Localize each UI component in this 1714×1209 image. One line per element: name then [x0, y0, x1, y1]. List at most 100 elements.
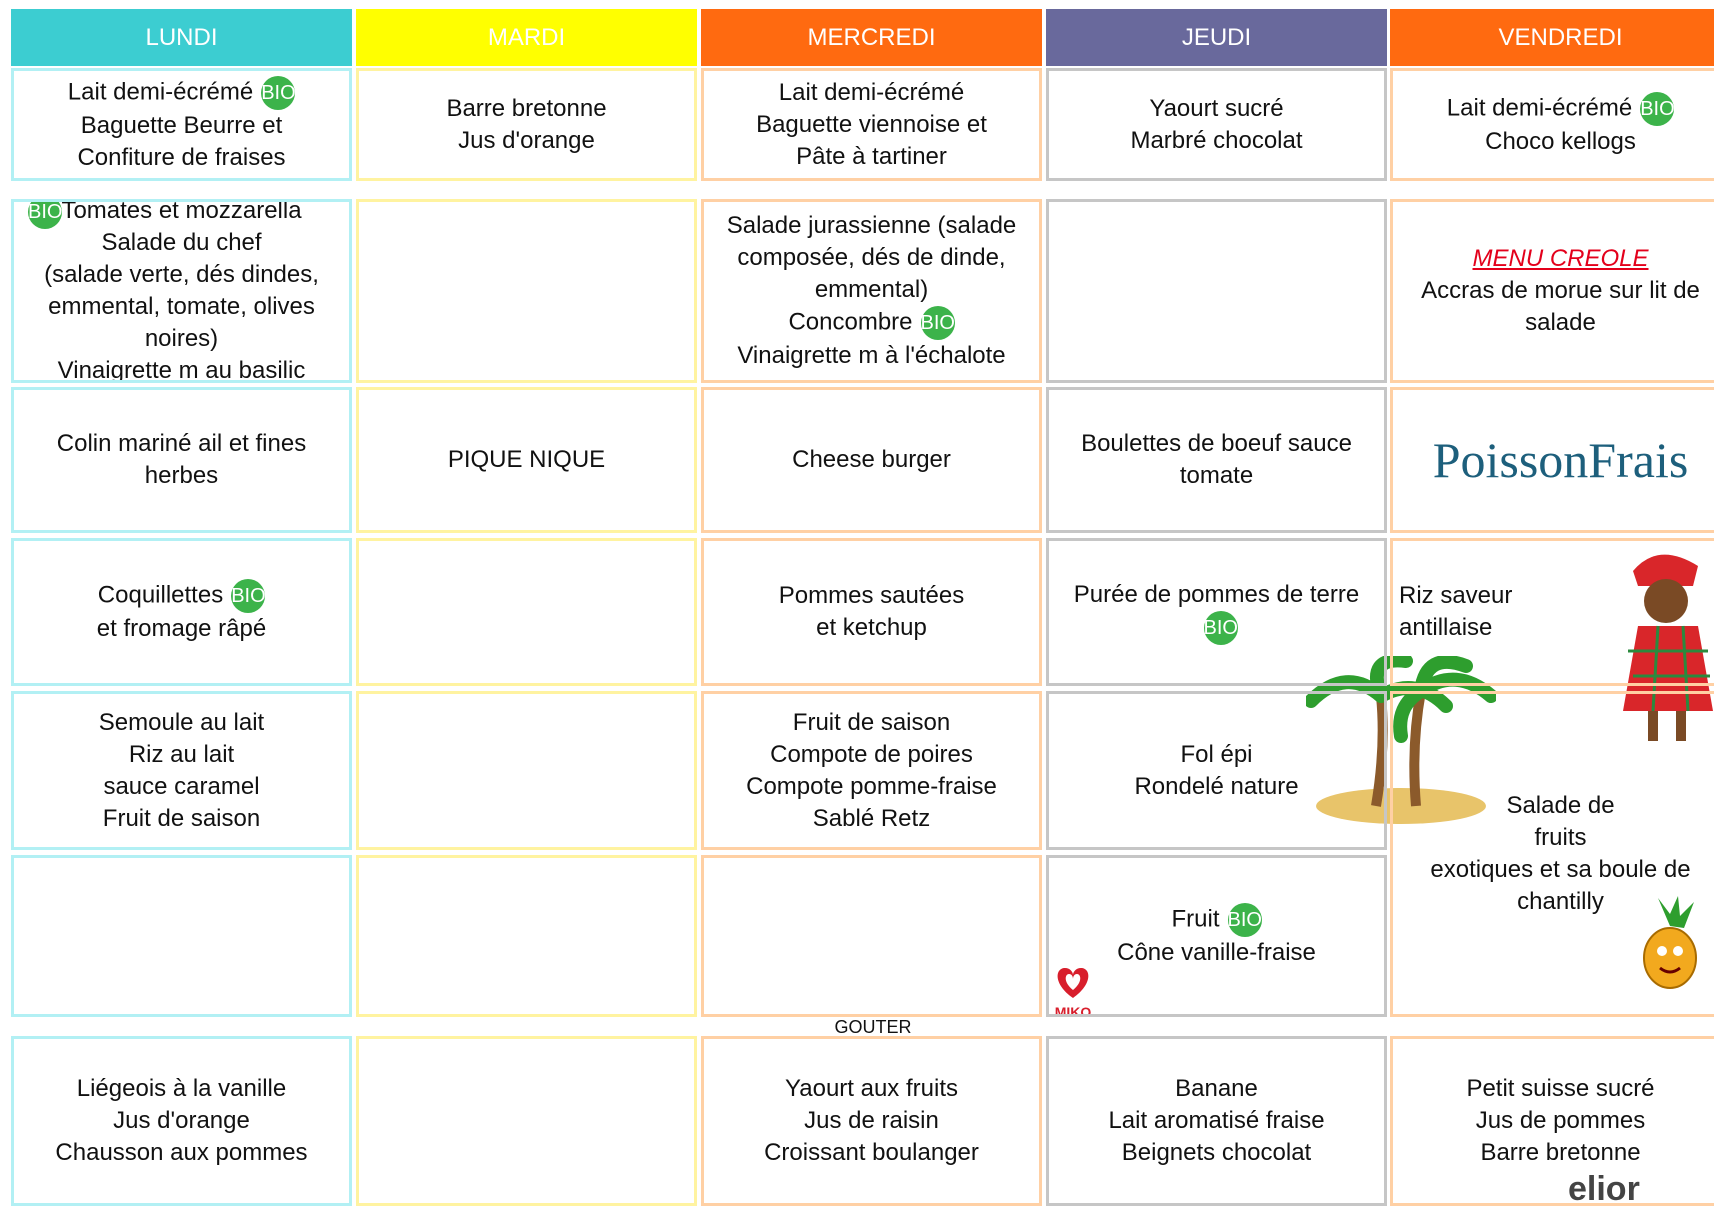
menu-line: Liégeois à la vanille	[77, 1073, 286, 1105]
menu-line-text: Compote pomme-fraise	[746, 772, 997, 800]
menu-line-text: Cheese burger	[792, 446, 951, 473]
menu-cell: Salade de fruits exotiques et sa boule de c…	[1390, 691, 1714, 1017]
bio-badge: BIO	[920, 306, 955, 340]
bio-badge: BIO	[1227, 903, 1262, 937]
menu-line: Jus de pommes	[1476, 1105, 1645, 1137]
menu-line-text: Pâte à tartiner	[796, 142, 947, 170]
menu-line: Chausson aux pommes	[55, 1137, 307, 1169]
menu-line: Cheese burger	[792, 444, 951, 476]
menu-cell: Fruit de saison Compote de poires Compote …	[701, 691, 1042, 850]
day-header: LUNDI	[11, 9, 352, 66]
menu-line-text: Purée de pommes de terre	[1073, 581, 1360, 608]
menu-line-text: Barre bretonne	[1480, 1139, 1641, 1166]
menu-line: PIQUE NIQUE	[448, 444, 605, 476]
menu-line-text: Vinaigrette m à l'échalote	[737, 342, 1006, 369]
menu-cell	[356, 199, 697, 383]
menu-cell: Lait demi-écrémé BIO Baguette Beurre et Con…	[11, 68, 352, 181]
menu-line-text: Barre bretonne	[446, 94, 607, 122]
pineapple-illustration	[1643, 896, 1697, 989]
bio-badge: BIO	[231, 579, 266, 613]
menu-cell: PoissonFrais	[1390, 387, 1714, 533]
menu-line: Riz saveur	[1399, 580, 1512, 612]
menu-line: Pâte à tartiner	[796, 141, 947, 173]
menu-line: Sablé Retz	[813, 803, 930, 835]
menu-line: exotiques et sa boule de	[1430, 854, 1690, 886]
menu-line-text: Salade jurassienne (salade composée, dés…	[726, 212, 1017, 303]
menu-cell: Fol épi Rondelé nature	[1046, 691, 1387, 850]
menu-line-text: Fruit	[1171, 905, 1220, 933]
menu-line: et ketchup	[816, 612, 927, 644]
menu-line: Confiture de fraises	[77, 142, 285, 174]
menu-line-text: antillaise	[1399, 614, 1493, 641]
menu-line-text: Jus d'orange	[113, 1107, 250, 1134]
menu-line: Colin mariné ail et fines herbes	[20, 428, 343, 492]
menu-line-text: Colin mariné ail et fines herbes	[56, 430, 307, 489]
menu-line: Rondelé nature	[1134, 771, 1298, 803]
menu-line: Vinaigrette m à l'échalote	[737, 340, 1005, 372]
menu-line: Petit suisse sucré	[1466, 1073, 1654, 1105]
menu-cell: Lait demi-écrémé BIO Choco kellogs	[1390, 68, 1714, 181]
menu-cell: BIO Tomates et mozzarella Salade du chef (s…	[11, 199, 352, 383]
menu-line: Riz au lait	[129, 739, 234, 771]
menu-line-text: Lait demi-écrémé	[67, 77, 254, 105]
menu-cell	[356, 1036, 697, 1206]
menu-cell: Barre bretonne Jus d'orange	[356, 68, 697, 181]
day-header: VENDREDI	[1390, 9, 1714, 66]
menu-line-text: Confiture de fraises	[77, 143, 286, 171]
palm-illustration	[1306, 656, 1496, 824]
menu-line: Vinaigrette m au basilic	[57, 355, 306, 383]
menu-line-text: exotiques et sa boule de	[1430, 856, 1691, 883]
menu-line: et fromage râpé	[97, 613, 266, 645]
menu-line: Baguette Beurre et	[81, 110, 282, 142]
menu-line-text: Tomates et mozzarella	[61, 199, 302, 224]
menu-line: Boulettes de boeuf sauce tomate	[1055, 428, 1378, 492]
menu-line: chantilly	[1517, 886, 1604, 918]
menu-line: Salade du chef	[101, 227, 261, 259]
bio-badge: BIO	[261, 75, 296, 110]
menu-line-text: Liégeois à la vanille	[76, 1075, 287, 1102]
menu-line-text: Concombre	[788, 308, 913, 336]
menu-line: Yaourt aux fruits	[785, 1073, 958, 1105]
menu-line: Salade de	[1506, 790, 1614, 822]
menu-line: Jus d'orange	[458, 125, 595, 157]
menu-line-text: Lait demi-écrémé	[778, 78, 965, 106]
menu-line-text: Fruit de saison	[792, 708, 951, 736]
menu-line: Compote de poires	[770, 739, 973, 771]
menu-cell	[701, 855, 1042, 1017]
menu-cell: Salade jurassienne (salade composée, dés…	[701, 199, 1042, 383]
menu-line-text: Cône vanille-fraise	[1117, 939, 1316, 966]
menu-line: Semoule au lait	[99, 707, 264, 739]
menu-line-text: Baguette Beurre et	[80, 111, 283, 139]
menu-line: Fruit de saison	[793, 707, 950, 739]
menu-cell	[1046, 199, 1387, 383]
menu-line: Beignets chocolat	[1122, 1137, 1311, 1169]
menu-cell: Boulettes de boeuf sauce tomate	[1046, 387, 1387, 533]
menu-line: Choco kellogs	[1485, 126, 1636, 158]
menu-cell: Coquillettes BIO et fromage râpé	[11, 538, 352, 686]
doll-illustration	[1623, 554, 1713, 741]
menu-cell: Fruit BIO Cône vanille-fraise	[1046, 855, 1387, 1017]
menu-line: Baguette viennoise et	[756, 109, 987, 141]
menu-line-text: Beignets chocolat	[1121, 1139, 1312, 1166]
menu-cell: Pommes sautées et ketchup	[701, 538, 1042, 686]
menu-line-text: Vinaigrette m au basilic	[57, 357, 306, 383]
ice-logo-heart	[1057, 968, 1089, 998]
menu-cell: Banane Lait aromatisé fraise Beignets choc…	[1046, 1036, 1387, 1206]
menu-line-text: fruits	[1534, 824, 1587, 851]
menu-line-text: Yaourt sucré	[1149, 94, 1284, 122]
menu-cell: Purée de pommes de terre BIO	[1046, 538, 1387, 686]
menu-line-text: Coquillettes	[97, 581, 224, 609]
menu-line: Croissant boulanger	[764, 1137, 979, 1169]
menu-line: Fol épi	[1180, 739, 1252, 771]
menu-line: sauce caramel	[103, 771, 259, 803]
menu-line: Concombre BIO	[788, 306, 955, 340]
menu-line-text: Petit suisse sucré	[1466, 1075, 1655, 1102]
menu-cell: Riz saveur antillaise	[1390, 538, 1714, 686]
menu-line: Cône vanille-fraise	[1117, 937, 1316, 969]
menu-line-text: Salade du chef	[101, 229, 262, 256]
menu-line-text: Jus de pommes	[1475, 1107, 1646, 1134]
menu-line-text: Sablé Retz	[812, 804, 931, 832]
menu-line: Lait demi-écrémé	[779, 77, 964, 109]
menu-line-text: Rondelé nature	[1134, 772, 1299, 800]
